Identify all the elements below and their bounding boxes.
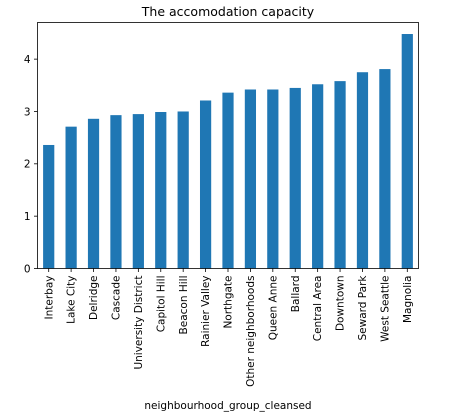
bar: [267, 89, 279, 269]
bar: [43, 144, 55, 269]
x-tick-label: University District: [133, 276, 145, 370]
x-tick-label: Other neighborhoods: [245, 276, 257, 387]
x-tick-label: Capitol Hill: [155, 276, 167, 333]
x-tick-label: Northgate: [223, 276, 235, 329]
x-tick-label: Lake City: [66, 276, 78, 324]
x-tick-label: Ballard: [290, 276, 302, 313]
x-tick-label: Queen Anne: [267, 276, 279, 341]
bar: [65, 126, 77, 269]
bar: [199, 100, 212, 269]
x-tick-label: Cascade: [111, 276, 123, 321]
x-axis-label: neighbourhood_group_cleansed: [144, 400, 311, 412]
x-tick-label: Downtown: [335, 276, 347, 332]
x-tick-label: Central Area: [312, 276, 324, 342]
bar: [87, 118, 100, 269]
y-tick-label: 3: [24, 106, 31, 118]
y-tick-label: 1: [24, 211, 31, 223]
bars-group: [43, 34, 413, 269]
chart-title: The accomodation capacity: [141, 4, 315, 19]
bar: [289, 87, 301, 269]
bar: [110, 115, 122, 269]
x-tick-label: Beacon Hill: [178, 276, 190, 335]
plot-frame: [37, 22, 419, 269]
y-tick-label: 4: [24, 54, 31, 66]
y-tick-label: 0: [24, 263, 31, 275]
bar: [379, 69, 391, 269]
x-axis: Interbay Lake City Delridge Cascade Universi…: [43, 268, 414, 387]
bar: [155, 112, 167, 269]
y-tick-label: 2: [24, 159, 31, 171]
bar: [244, 89, 257, 269]
bar: [356, 72, 369, 269]
x-tick-label: Delridge: [88, 276, 100, 321]
x-tick-label: Rainier Valley: [200, 276, 212, 347]
bar: [177, 111, 189, 269]
bar: [401, 34, 413, 269]
x-tick-label: Interbay: [43, 276, 55, 320]
x-tick-label: Seward Park: [357, 275, 369, 341]
y-axis: 0 1 2 3 4: [24, 54, 38, 275]
x-tick-label: Magnolia: [402, 276, 414, 324]
bar: [334, 81, 346, 269]
bar: [132, 114, 144, 269]
x-tick-label: West Seattle: [379, 276, 391, 342]
bar: [222, 92, 234, 269]
bar: [312, 84, 324, 269]
